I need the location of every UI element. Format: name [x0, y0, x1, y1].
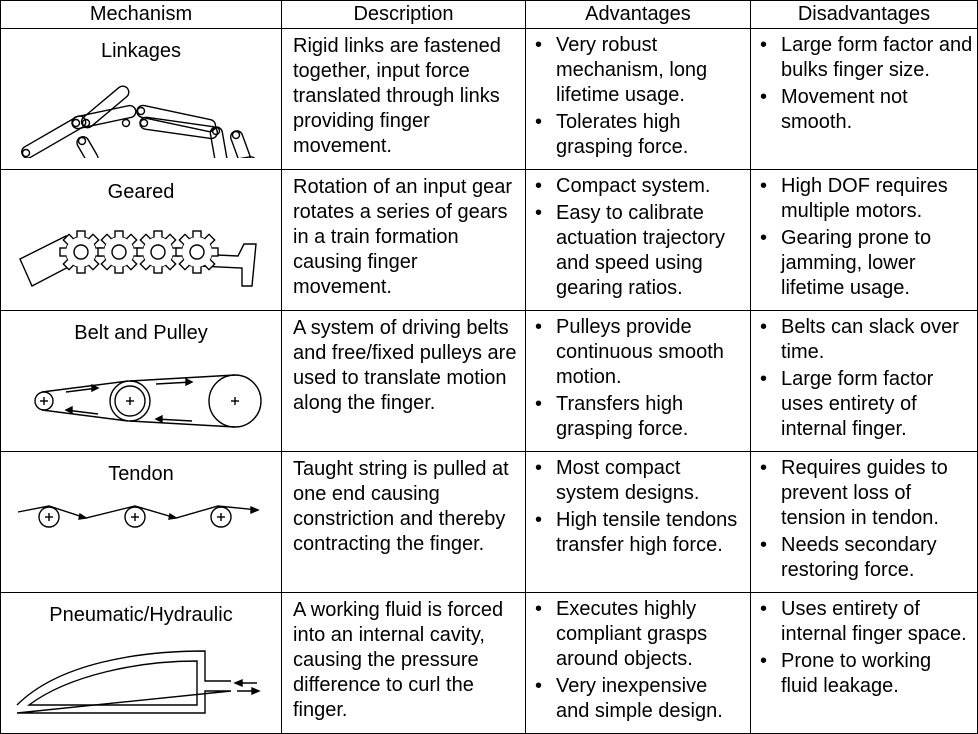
- mechanism-cell: Geared: [0, 169, 282, 311]
- disadvantage-item: Belts can slack over time.: [757, 315, 973, 365]
- mechanism-name: Geared: [107, 181, 175, 203]
- table-row: Geared: [0, 169, 978, 311]
- advantage-item: High tensile tendons transfer high force…: [532, 508, 746, 558]
- belt-pulley-diagram: [34, 374, 262, 428]
- advantages-cell: Most compact system designs. High tensil…: [525, 451, 751, 593]
- disadvantages-cell: High DOF requires multiple motors. Geari…: [750, 169, 978, 311]
- table-row: Tendon Taught string is pulled at one en…: [0, 451, 978, 593]
- advantages-cell: Pulleys provide continuous smooth motion…: [525, 310, 751, 452]
- tendon-diagram: [17, 505, 260, 528]
- mechanism-name: Belt and Pulley: [74, 322, 208, 344]
- disadvantages-cell: Uses entirety of internal finger space. …: [750, 592, 978, 734]
- description-cell: Rotation of an input gear rotates a seri…: [281, 169, 526, 311]
- disadvantage-item: High DOF requires multiple motors.: [757, 174, 973, 224]
- advantage-item: Easy to calibrate actuation trajectory a…: [532, 201, 746, 301]
- advantage-item: Transfers high grasping force.: [532, 392, 746, 442]
- mechanism-name: Pneumatic/Hydraulic: [49, 604, 233, 626]
- header-disadvantages: Disadvantages: [750, 0, 978, 29]
- header-mechanism: Mechanism: [0, 0, 282, 29]
- table-row: Linkages: [0, 28, 978, 170]
- advantages-cell: Very robust mechanism, long lifetime usa…: [525, 28, 751, 170]
- mechanism-cell: Linkages: [0, 28, 282, 170]
- description-cell: Rigid links are fastened together, input…: [281, 28, 526, 170]
- pneumatic-diagram: [16, 650, 261, 714]
- advantages-cell: Compact system. Easy to calibrate actuat…: [525, 169, 751, 311]
- disadvantages-cell: Belts can slack over time. Large form fa…: [750, 310, 978, 452]
- disadvantage-item: Requires guides to prevent loss of tensi…: [757, 456, 973, 531]
- gear-train-diagram: [19, 230, 257, 287]
- disadvantage-item: Large form factor uses entirety of inter…: [757, 367, 973, 442]
- disadvantage-item: Movement not smooth.: [757, 85, 973, 135]
- table-row: Belt and Pulley: [0, 310, 978, 452]
- advantage-item: Very inexpensive and simple design.: [532, 674, 746, 724]
- mechanism-cell: Pneumatic/Hydraulic: [0, 592, 282, 734]
- advantage-item: Compact system.: [532, 174, 746, 199]
- mechanism-name: Tendon: [108, 463, 174, 485]
- mechanism-cell: Belt and Pulley: [0, 310, 282, 452]
- advantage-item: Very robust mechanism, long lifetime usa…: [532, 33, 746, 108]
- disadvantage-item: Uses entirety of internal finger space.: [757, 597, 973, 647]
- advantages-cell: Executes highly compliant grasps around …: [525, 592, 751, 734]
- advantage-item: Executes highly compliant grasps around …: [532, 597, 746, 672]
- header-description: Description: [281, 0, 526, 29]
- header-advantages: Advantages: [525, 0, 751, 29]
- advantage-item: Pulleys provide continuous smooth motion…: [532, 315, 746, 390]
- table-row: Pneumatic/Hydraulic A working fluid is f…: [0, 592, 978, 734]
- disadvantages-cell: Large form factor and bulks finger size.…: [750, 28, 978, 170]
- description-cell: Taught string is pulled at one end causi…: [281, 451, 526, 593]
- description-cell: A system of driving belts and free/fixed…: [281, 310, 526, 452]
- header-row: Mechanism Description Advantages Disadva…: [0, 0, 978, 29]
- mechanism-name: Linkages: [100, 40, 182, 62]
- description-cell: A working fluid is forced into an intern…: [281, 592, 526, 734]
- disadvantage-item: Large form factor and bulks finger size.: [757, 33, 973, 83]
- linkage-diagram: [21, 85, 258, 158]
- advantage-item: Most compact system designs.: [532, 456, 746, 506]
- disadvantage-item: Gearing prone to jamming, lower lifetime…: [757, 226, 973, 301]
- disadvantage-item: Needs secondary restoring force.: [757, 533, 973, 583]
- mechanism-cell: Tendon: [0, 451, 282, 593]
- disadvantage-item: Prone to working fluid leakage.: [757, 649, 973, 699]
- advantage-item: Tolerates high grasping force.: [532, 110, 746, 160]
- disadvantages-cell: Requires guides to prevent loss of tensi…: [750, 451, 978, 593]
